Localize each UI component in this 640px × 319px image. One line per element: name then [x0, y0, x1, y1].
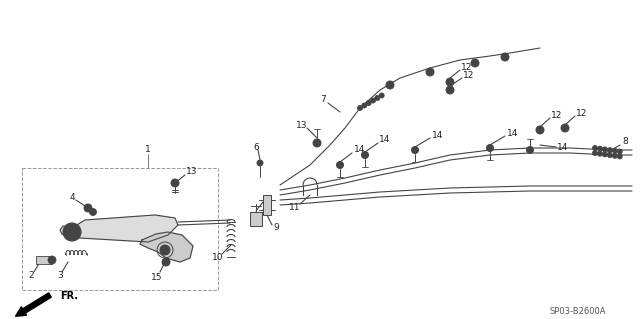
Circle shape [90, 209, 97, 216]
Circle shape [449, 80, 451, 84]
Text: 11: 11 [289, 204, 301, 212]
Circle shape [171, 179, 179, 187]
Circle shape [486, 145, 493, 152]
Circle shape [388, 83, 392, 87]
Bar [263, 195, 271, 215]
Circle shape [362, 103, 367, 108]
Circle shape [375, 95, 380, 100]
Text: 8: 8 [622, 137, 628, 146]
Text: 12: 12 [576, 108, 588, 117]
Text: 14: 14 [508, 129, 518, 137]
Circle shape [471, 59, 479, 67]
Bar [36, 256, 52, 264]
Text: 12: 12 [463, 71, 475, 80]
Circle shape [386, 81, 394, 89]
Circle shape [602, 152, 607, 157]
Circle shape [561, 124, 569, 132]
Circle shape [488, 146, 492, 150]
Text: 14: 14 [557, 144, 569, 152]
Circle shape [313, 139, 321, 147]
Bar [22, 168, 218, 290]
Circle shape [371, 98, 376, 103]
Circle shape [617, 154, 622, 159]
Text: 5: 5 [265, 195, 271, 204]
Circle shape [426, 68, 434, 76]
Circle shape [446, 86, 454, 94]
Circle shape [617, 149, 622, 154]
Circle shape [612, 153, 618, 158]
Text: 3: 3 [57, 271, 63, 280]
Circle shape [337, 161, 344, 168]
Text: 14: 14 [432, 130, 444, 139]
Circle shape [612, 148, 618, 153]
Circle shape [536, 126, 544, 134]
Circle shape [379, 93, 384, 98]
Circle shape [48, 256, 56, 264]
Circle shape [366, 100, 371, 106]
Circle shape [527, 146, 534, 153]
Circle shape [362, 152, 369, 159]
Circle shape [503, 55, 507, 59]
Circle shape [593, 151, 598, 155]
Circle shape [257, 160, 263, 166]
Circle shape [538, 129, 541, 131]
Text: 4: 4 [69, 192, 75, 202]
Circle shape [563, 127, 566, 130]
Bar [250, 212, 262, 226]
Circle shape [364, 153, 367, 157]
Circle shape [413, 148, 417, 152]
Circle shape [602, 147, 607, 152]
Text: 13: 13 [186, 167, 198, 176]
Circle shape [162, 258, 170, 266]
Text: 13: 13 [296, 121, 308, 130]
Circle shape [412, 146, 419, 153]
Text: 9: 9 [273, 224, 279, 233]
FancyArrow shape [15, 293, 51, 316]
Text: 2: 2 [28, 271, 34, 279]
Circle shape [84, 204, 92, 212]
Text: 1: 1 [145, 145, 151, 154]
Circle shape [593, 145, 598, 151]
Circle shape [607, 152, 612, 158]
Text: 6: 6 [253, 143, 259, 152]
Text: 15: 15 [151, 272, 163, 281]
Text: SP03-B2600A: SP03-B2600A [550, 307, 607, 315]
Circle shape [528, 148, 532, 152]
Text: 12: 12 [461, 63, 473, 72]
Circle shape [449, 88, 451, 92]
Circle shape [501, 53, 509, 61]
Polygon shape [140, 232, 193, 262]
Circle shape [63, 223, 81, 241]
Polygon shape [60, 215, 178, 242]
Circle shape [607, 148, 612, 152]
Circle shape [339, 163, 342, 167]
Text: 7: 7 [320, 95, 326, 105]
Circle shape [86, 206, 90, 210]
Text: 10: 10 [212, 254, 224, 263]
Circle shape [598, 151, 602, 156]
Circle shape [160, 245, 170, 255]
Text: FR.: FR. [60, 291, 78, 301]
Circle shape [358, 106, 362, 110]
Circle shape [428, 70, 432, 74]
Circle shape [315, 141, 319, 145]
Text: 14: 14 [380, 136, 390, 145]
Circle shape [164, 260, 168, 264]
Circle shape [446, 78, 454, 86]
Circle shape [598, 146, 602, 151]
Circle shape [473, 61, 477, 65]
Text: 14: 14 [355, 145, 365, 154]
Text: 12: 12 [551, 110, 563, 120]
